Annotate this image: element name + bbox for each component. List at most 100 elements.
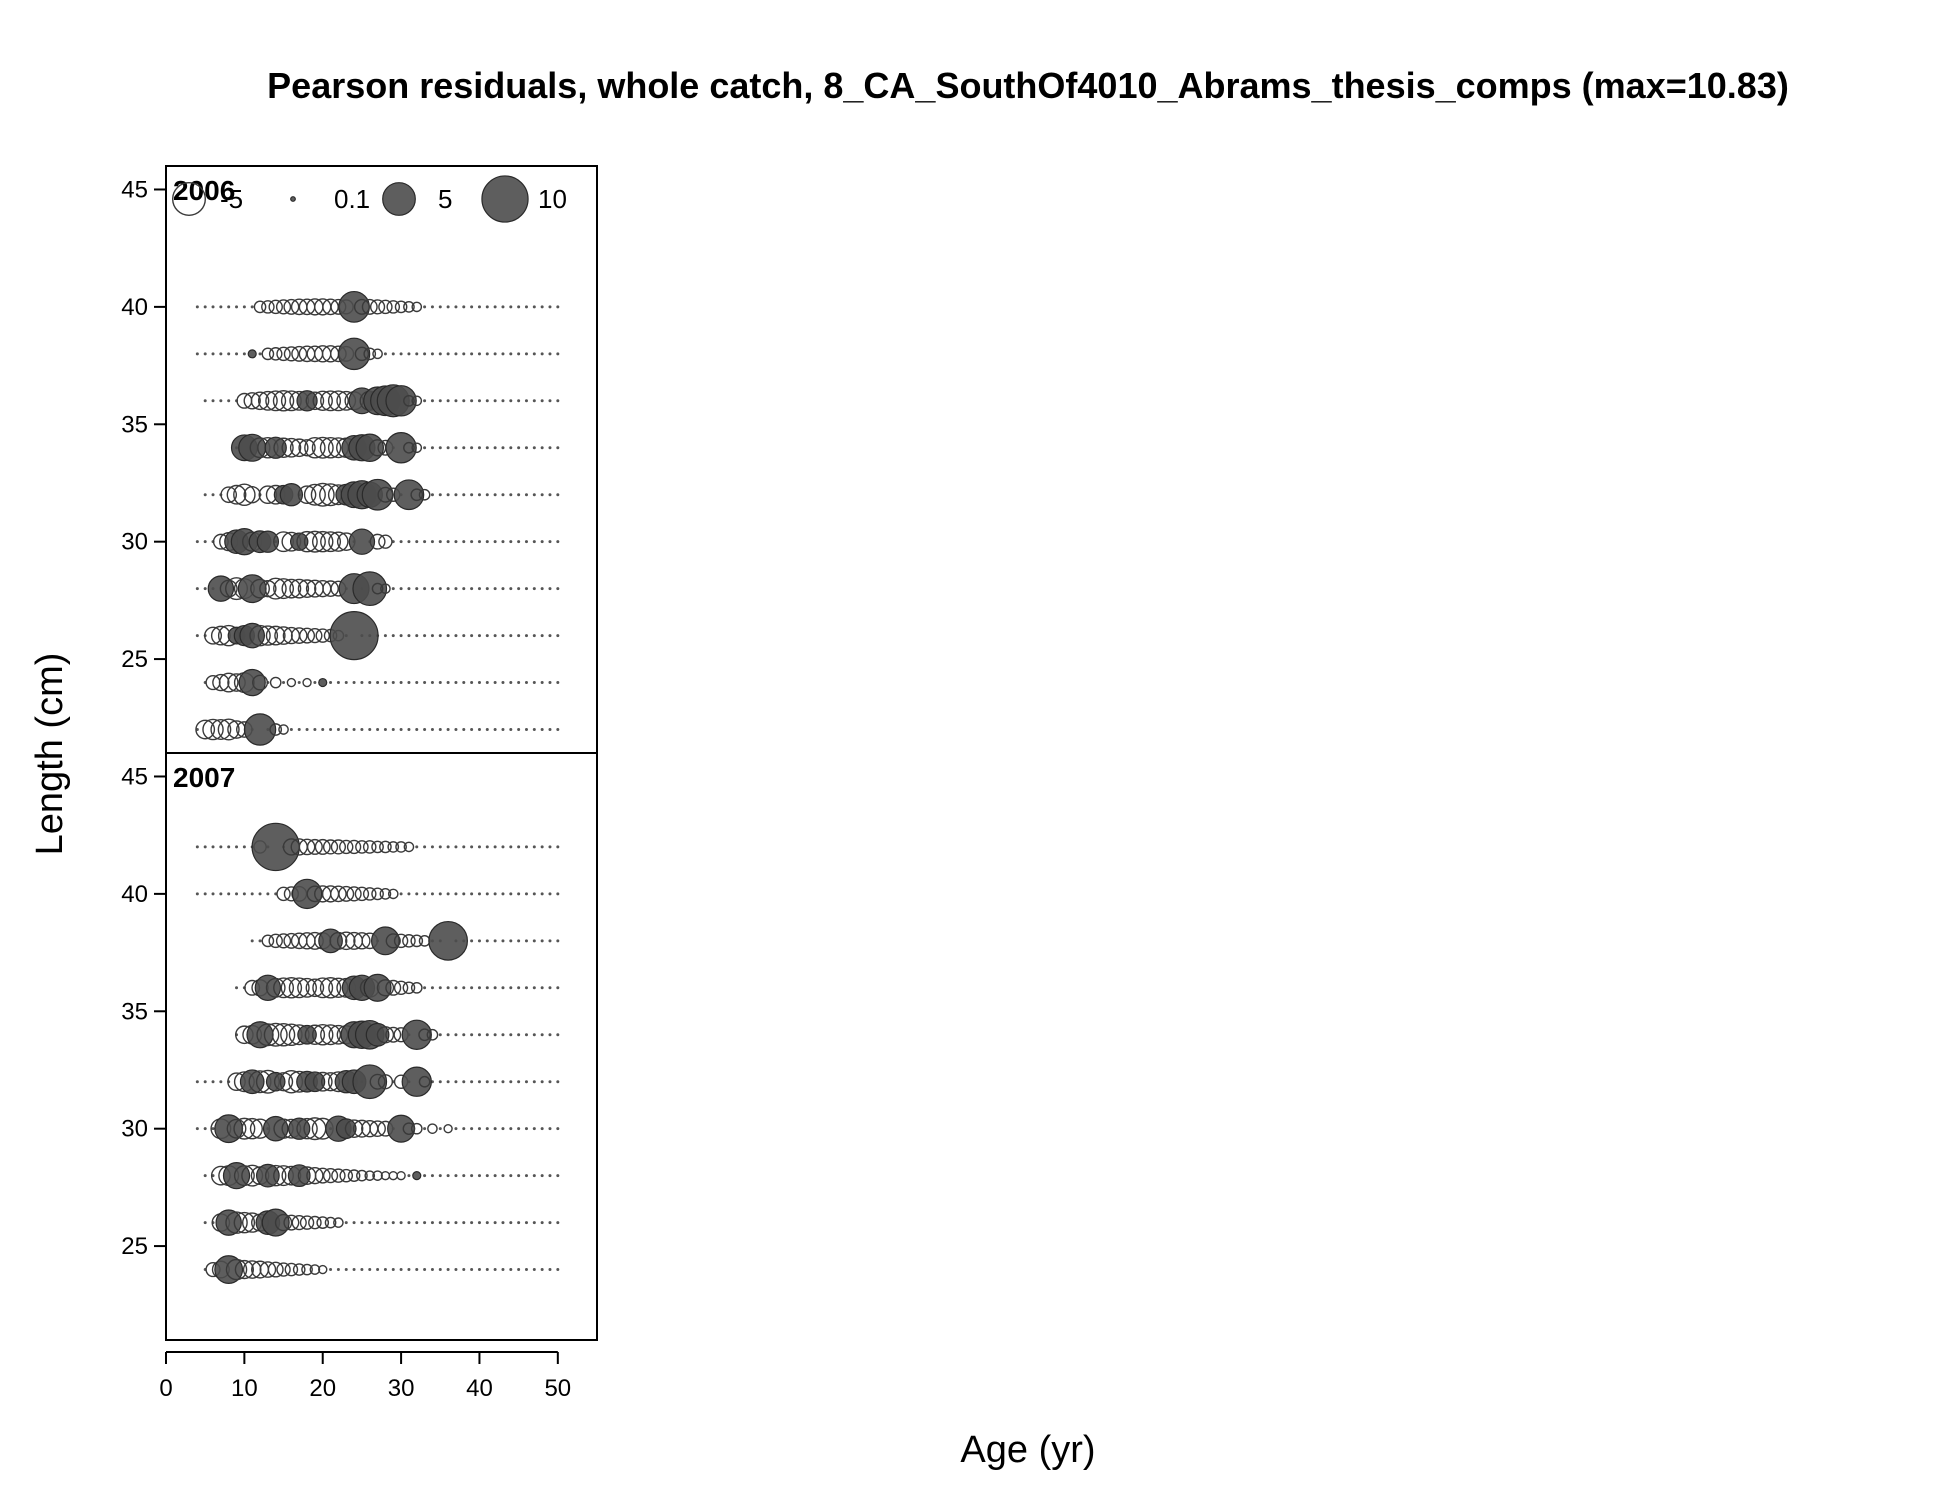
residual-dot <box>548 399 552 403</box>
x-tick-label: 0 <box>159 1375 172 1402</box>
residual-dot <box>548 1080 552 1084</box>
residual-dot <box>250 939 254 943</box>
residual-dot <box>454 1221 458 1225</box>
residual-bubble <box>322 1168 339 1184</box>
residual-dot <box>556 446 560 450</box>
residual-bubble <box>328 531 349 552</box>
residual-dot <box>532 1080 536 1084</box>
residual-dot <box>203 1127 207 1131</box>
residual-bubble <box>306 1166 324 1185</box>
residual-dot <box>501 446 505 450</box>
x-tick-label: 40 <box>466 1375 493 1402</box>
residual-bubble <box>410 981 423 994</box>
legend-bubble <box>382 182 416 216</box>
residual-dot <box>462 1127 466 1131</box>
residual-dot <box>211 493 215 497</box>
residual-dot <box>438 446 442 450</box>
residual-bubble <box>344 1119 364 1139</box>
residual-dot <box>517 681 521 685</box>
residual-dot <box>336 681 340 685</box>
residual-bubble <box>324 1216 337 1229</box>
residual-dot <box>524 1127 528 1131</box>
residual-bubble <box>306 838 323 855</box>
residual-dot <box>454 1127 458 1131</box>
residual-dot <box>540 352 544 356</box>
residual-dot <box>524 681 528 685</box>
residual-bubble <box>393 980 409 996</box>
residual-bubble <box>371 840 384 854</box>
residual-dot <box>470 446 474 450</box>
residual-dot <box>368 681 372 685</box>
residual-bubble <box>304 437 326 459</box>
residual-row <box>203 1208 560 1237</box>
residual-dot <box>540 1033 544 1037</box>
residual-bubble <box>385 933 401 949</box>
residual-bubble <box>289 578 310 599</box>
residual-bubble <box>387 1114 416 1143</box>
residual-dot <box>195 305 199 309</box>
residual-bubble <box>273 578 295 600</box>
residual-dot <box>532 681 536 685</box>
residual-bubble <box>303 483 326 506</box>
residual-dot <box>438 305 442 309</box>
residual-bubble <box>385 1026 402 1043</box>
residual-dot <box>195 892 199 896</box>
residual-dot <box>501 845 505 849</box>
residual-dot <box>430 352 434 356</box>
residual-dot <box>540 1080 544 1084</box>
residual-bubble <box>276 886 291 902</box>
residual-bubble <box>286 677 297 688</box>
residual-dot <box>517 587 521 591</box>
legend-label: 5 <box>438 184 452 214</box>
residual-dot <box>438 892 442 896</box>
residual-dot <box>415 352 419 356</box>
residual-row <box>195 337 560 371</box>
y-tick-label: 30 <box>121 1116 148 1143</box>
residual-dot <box>517 728 521 732</box>
residual-dot <box>438 493 442 497</box>
residual-dot <box>470 681 474 685</box>
residual-dot <box>454 540 458 544</box>
residual-bubble <box>267 1261 284 1278</box>
residual-dot <box>477 1268 481 1272</box>
residual-dot <box>454 845 458 849</box>
residual-dot <box>524 728 528 732</box>
residual-dot <box>493 1174 497 1178</box>
residual-bubble <box>329 610 379 661</box>
residual-dot <box>399 540 403 544</box>
residual-bubble <box>355 840 369 854</box>
residual-bubble <box>264 577 287 600</box>
residual-bubble <box>273 1072 294 1092</box>
residual-row <box>195 822 560 872</box>
residual-dot <box>430 1174 434 1178</box>
residual-bubble <box>364 1170 376 1181</box>
residual-dot <box>415 1221 419 1225</box>
residual-bubble <box>247 349 257 359</box>
residual-bubble <box>346 886 362 902</box>
residual-bubble <box>283 298 300 315</box>
residual-bubble <box>330 885 347 903</box>
residual-dot <box>509 1080 513 1084</box>
residual-dot <box>470 399 474 403</box>
y-tick-label: 45 <box>121 763 148 790</box>
residual-bubble <box>291 345 308 362</box>
residual-bubble <box>348 528 376 555</box>
legend-label: 0.1 <box>334 184 370 214</box>
residual-row <box>195 1114 560 1144</box>
residual-dot <box>423 399 427 403</box>
residual-bubble <box>322 580 339 597</box>
residual-dot <box>438 1268 442 1272</box>
residual-bubble <box>363 347 377 361</box>
residual-bubble <box>268 933 283 949</box>
residual-dot <box>556 399 560 403</box>
residual-dot <box>423 845 427 849</box>
residual-bubble <box>369 1073 386 1090</box>
residual-bubble <box>296 1117 318 1140</box>
residual-dot <box>524 634 528 638</box>
residual-dot <box>501 892 505 896</box>
residual-bubble <box>377 486 394 503</box>
residual-dot <box>329 728 333 732</box>
residual-dot <box>360 681 364 685</box>
residual-dot <box>493 352 497 356</box>
residual-dot <box>446 892 450 896</box>
